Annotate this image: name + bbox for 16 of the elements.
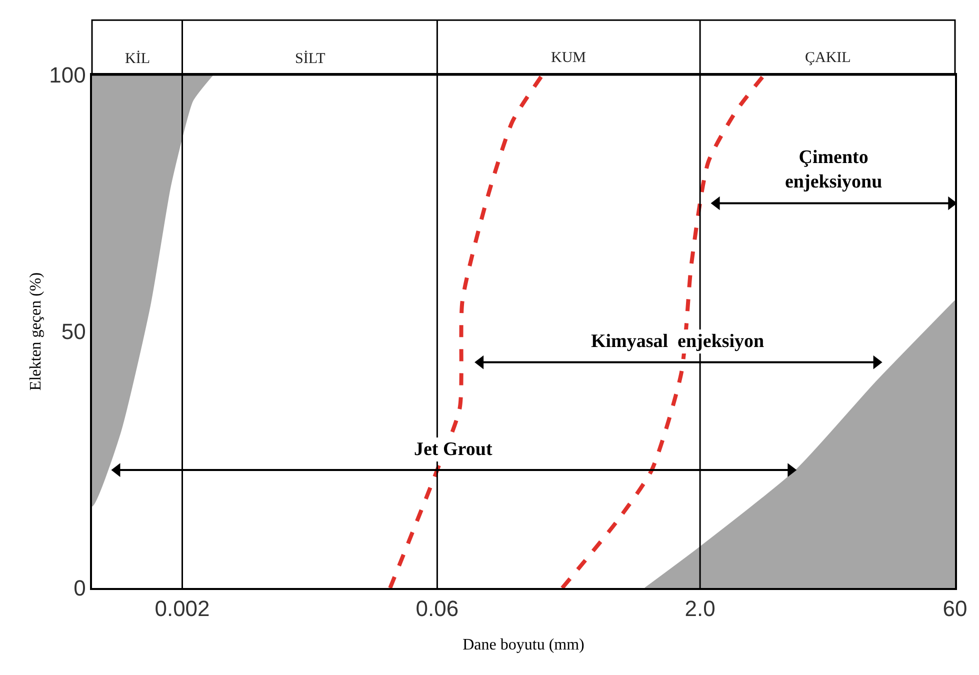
text: SİLT xyxy=(295,50,326,67)
y-axis-title: Elekten geçen (%) xyxy=(28,272,45,391)
annotation: Kimyasal enjeksiyon xyxy=(591,331,765,352)
x-tick-label: 0.06 xyxy=(416,596,459,622)
x-tick-label: 0.002 xyxy=(154,596,210,622)
text: KUM xyxy=(551,50,586,66)
y-tick-label: 50 xyxy=(61,319,86,344)
y-tick-label: 0 xyxy=(74,576,86,601)
text: KİL xyxy=(125,50,150,67)
x-tick-label: 2.0 xyxy=(684,596,716,622)
y-tick-label: 100 xyxy=(49,62,86,88)
annotation: Çimento enjeksiyonu xyxy=(785,147,883,193)
x-tick-label: 60 xyxy=(942,596,968,622)
x-axis-title: Dane boyutu (mm) xyxy=(462,636,584,654)
annotation: Jet Grout xyxy=(414,439,493,460)
text: ÇAKIL xyxy=(805,50,851,66)
